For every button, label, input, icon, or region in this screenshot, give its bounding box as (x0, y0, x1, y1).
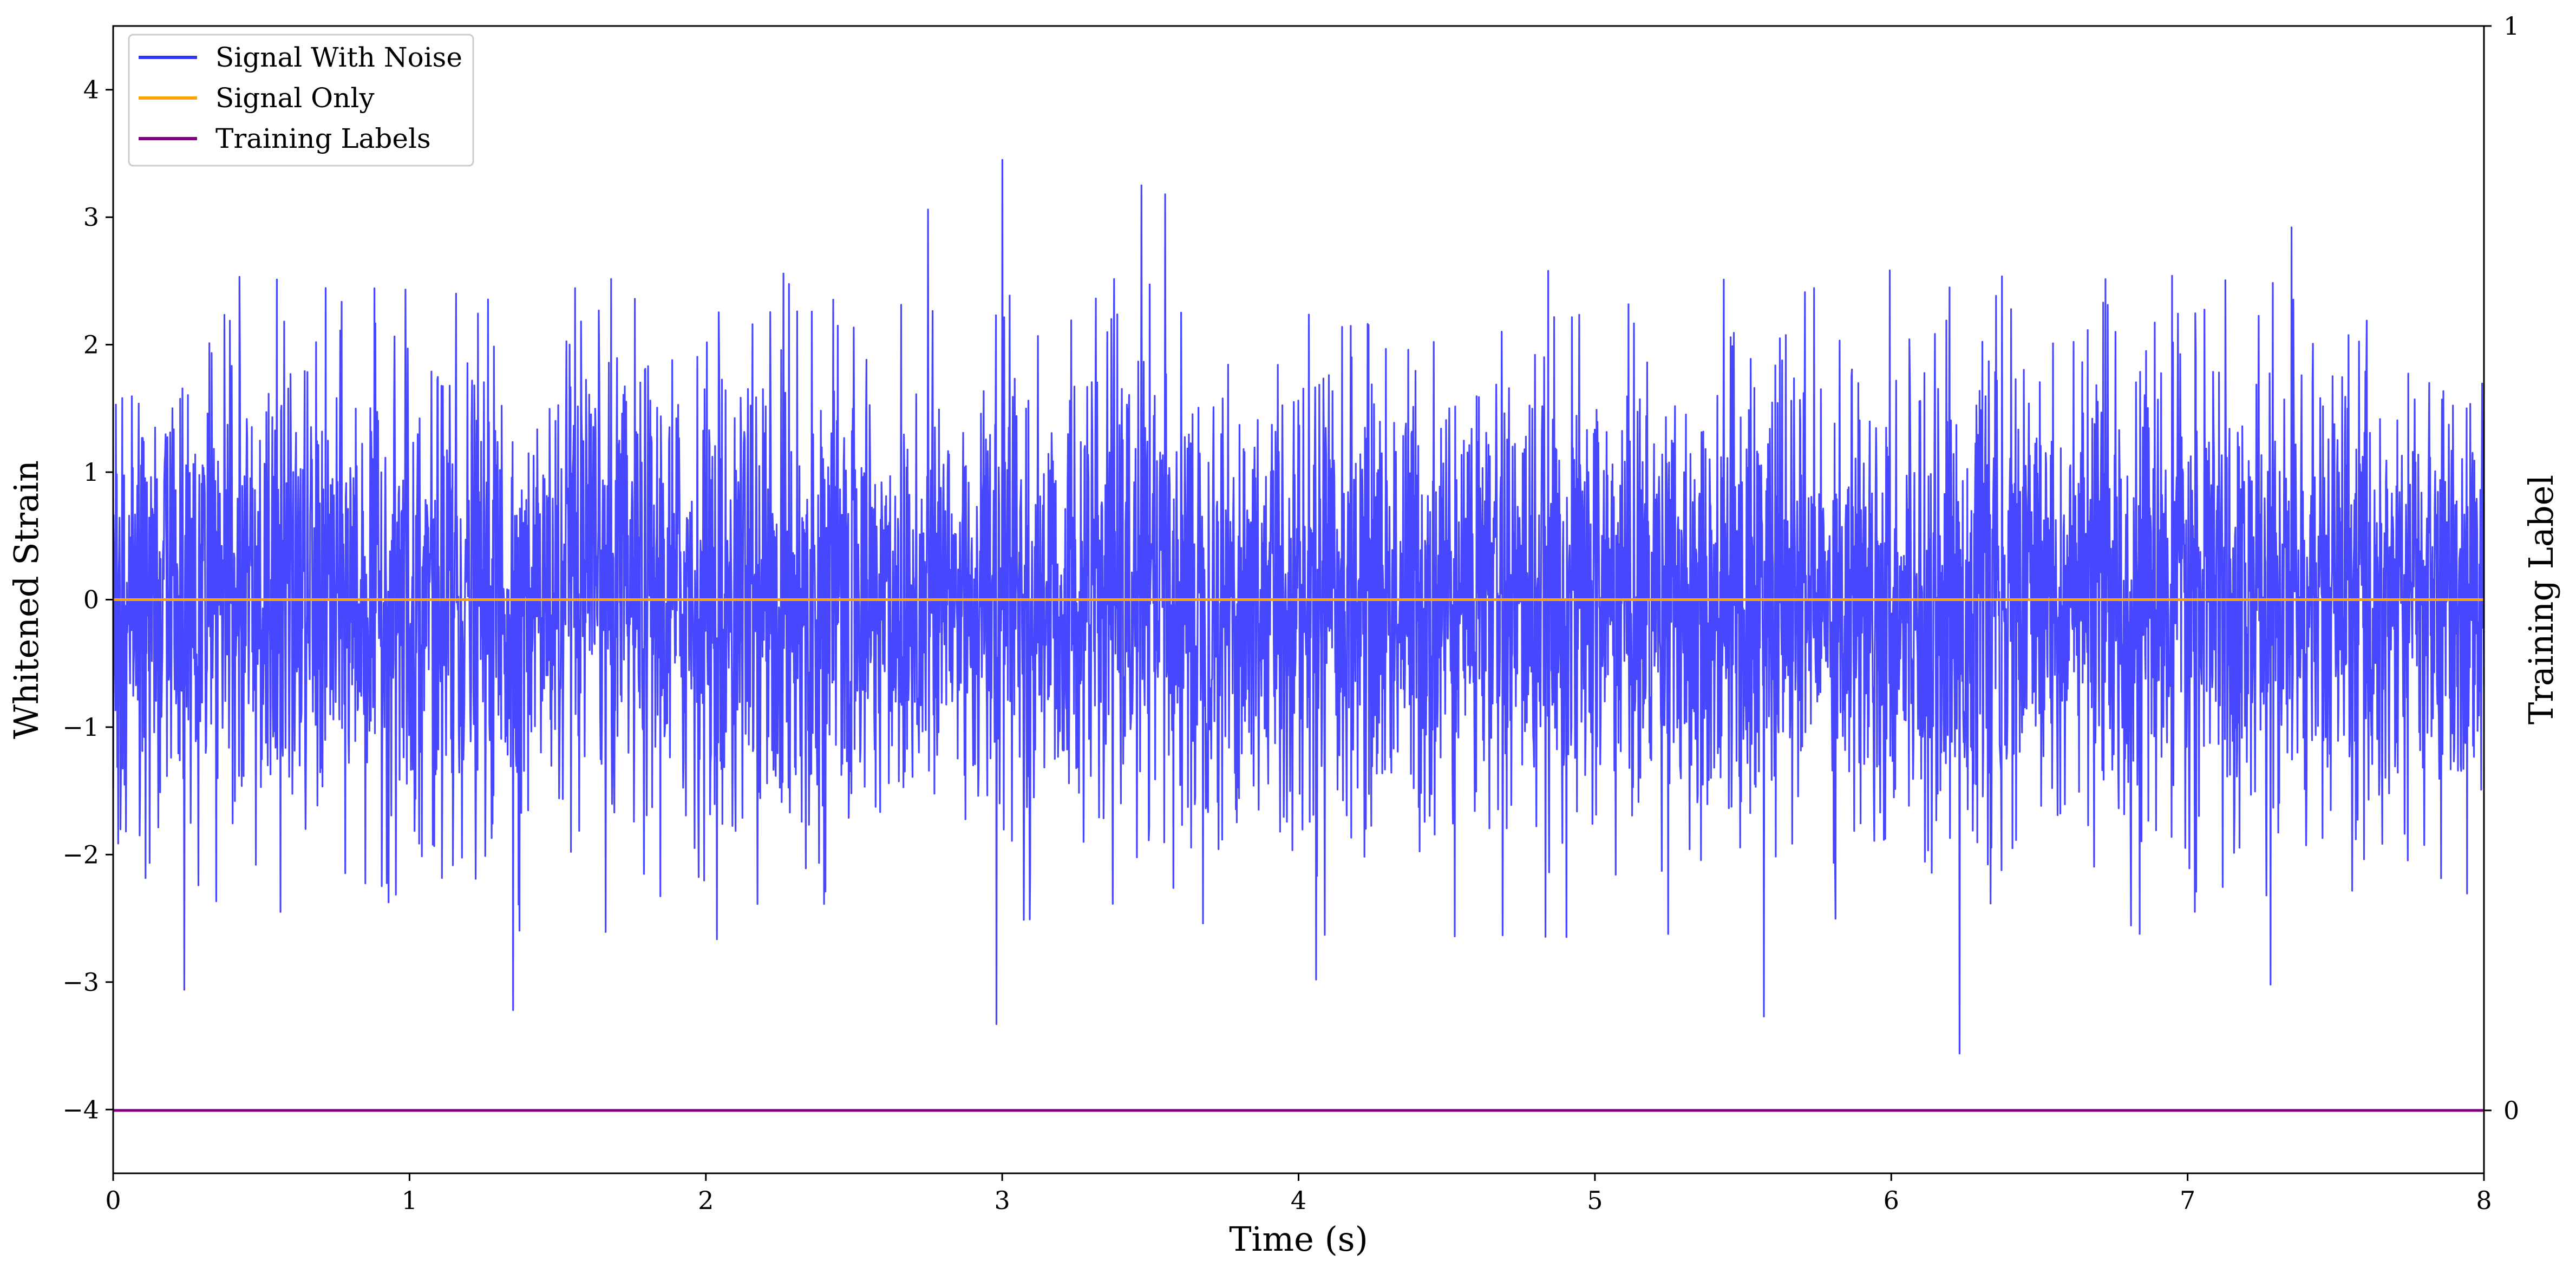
y-tick-label: 2 (83, 330, 99, 360)
y-tick-label: 1 (83, 458, 99, 487)
x-tick-label: 3 (994, 1186, 1010, 1215)
y-right-tick-label: 1 (2503, 11, 2519, 41)
x-tick-label: 1 (402, 1186, 417, 1215)
legend-label-signal-with-noise: Signal With Noise (215, 42, 462, 73)
x-tick-label: 5 (1587, 1186, 1603, 1215)
y-tick-label: −4 (62, 1095, 99, 1124)
line-signal-with-noise (112, 159, 2485, 1055)
y-tick-label: −1 (62, 713, 99, 742)
y-tick-label: 4 (83, 75, 99, 104)
x-tick-label: 0 (105, 1186, 121, 1215)
y-axis-label: Whitened Strain (6, 460, 46, 739)
x-tick-label: 2 (698, 1186, 714, 1215)
y-tick-label: 3 (83, 202, 99, 232)
x-tick-label: 6 (1884, 1186, 1899, 1215)
x-tick-label: 8 (2476, 1186, 2492, 1215)
tick-marks: 0 1 2 3 4 5 6 7 8 4 3 2 1 0 −1 −2 −3 −4 1 0 (62, 11, 2519, 1215)
y-tick-label: −3 (62, 968, 99, 997)
x-tick-label: 7 (2180, 1186, 2195, 1215)
y-tick-label: 0 (83, 585, 99, 615)
y-axis-right-label: Training Label (2521, 475, 2561, 724)
y-right-tick-label: 0 (2503, 1096, 2519, 1125)
series-signal-with-noise (112, 159, 2485, 1055)
constant-series-lines (113, 598, 2484, 1112)
x-tick-label: 4 (1291, 1186, 1306, 1215)
y-tick-label: −2 (62, 840, 99, 869)
legend: Signal With Noise Signal Only Training L… (128, 34, 474, 167)
legend-box (128, 34, 474, 167)
x-axis-label: Time (s) (1229, 1219, 1368, 1259)
legend-label-training-labels: Training Labels (215, 123, 431, 154)
legend-label-signal-only: Signal Only (215, 82, 375, 114)
